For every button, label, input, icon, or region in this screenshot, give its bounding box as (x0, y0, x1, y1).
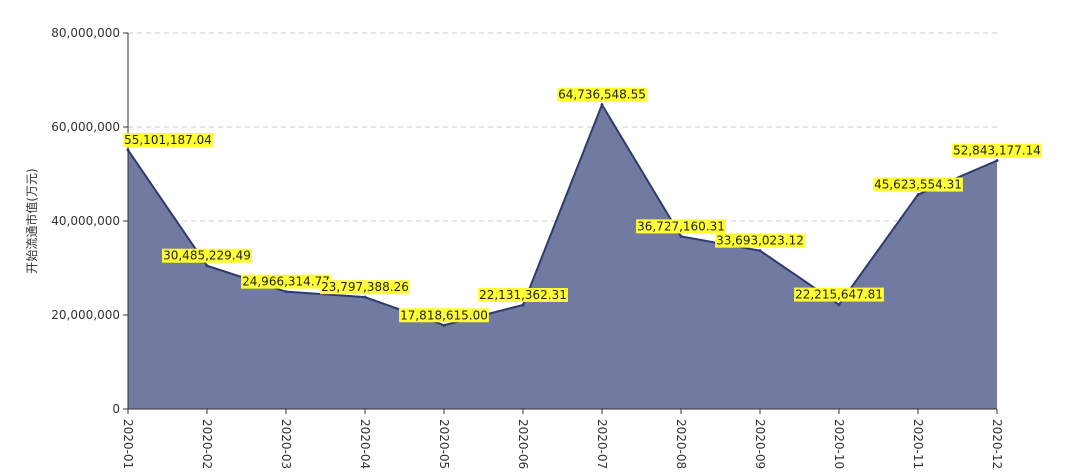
data-label-bg (162, 248, 252, 263)
data-label: 23,797,388.26 (320, 280, 410, 295)
data-label: 36,727,160.31 (636, 219, 726, 234)
x-tick-label: 2020-03 (279, 419, 293, 469)
x-tick-label: 2020-01 (121, 419, 135, 469)
x-tick-label: 2020-05 (437, 419, 451, 469)
data-label-bg (873, 177, 963, 192)
data-point (205, 264, 209, 268)
data-label: 55,101,187.04 (123, 133, 213, 148)
data-label-bg (123, 133, 213, 148)
data-label-bg (952, 143, 1042, 158)
data-point (284, 290, 288, 294)
x-tick-label: 2020-04 (358, 419, 372, 469)
data-point (442, 323, 446, 327)
data-label-text: 24,966,314.77 (242, 275, 330, 289)
data-label: 45,623,554.31 (873, 177, 963, 192)
data-label: 30,485,229.49 (162, 248, 252, 263)
y-tick-label: 40,000,000 (51, 214, 120, 228)
data-label-text: 23,797,388.26 (321, 280, 409, 294)
x-tick-label: 2020-06 (516, 419, 530, 469)
data-label-text: 22,215,647.81 (795, 288, 883, 302)
data-point (521, 303, 525, 307)
data-point (600, 103, 604, 107)
x-tick-label: 2020-11 (911, 419, 925, 469)
y-tick-label: 20,000,000 (51, 308, 120, 322)
data-label-bg (636, 219, 726, 234)
y-tick-label: 60,000,000 (51, 120, 120, 134)
area-series (126, 102, 999, 409)
x-tick-label: 2020-09 (753, 419, 767, 469)
data-label-text: 17,818,615.00 (400, 308, 488, 322)
data-label-bg (794, 287, 884, 302)
data-point (916, 193, 920, 197)
data-label-bg (557, 87, 647, 102)
data-label-text: 22,131,362.31 (479, 288, 567, 302)
data-label-text: 52,843,177.14 (953, 144, 1041, 158)
data-label-bg (241, 274, 331, 289)
data-labels: 55,101,187.0430,485,229.4924,966,314.772… (123, 87, 1042, 323)
data-label-text: 64,736,548.55 (558, 88, 646, 102)
x-tick-label: 2020-12 (990, 419, 1004, 469)
data-label-bg (715, 233, 805, 248)
data-label-text: 33,693,023.12 (716, 234, 804, 248)
axes: 0 20,000,000 40,000,000 60,000,000 80,000,00… (51, 26, 1004, 469)
data-point (679, 234, 683, 238)
data-label-bg (399, 308, 489, 323)
y-axis-title: 开始流通市值(万元) (24, 168, 39, 273)
data-point (758, 249, 762, 253)
data-label: 22,131,362.31 (478, 287, 568, 302)
data-point (363, 295, 367, 299)
data-label: 17,818,615.00 (399, 308, 489, 323)
data-point (995, 159, 999, 163)
data-label-text: 55,101,187.04 (124, 133, 212, 147)
y-tick-label: 80,000,000 (51, 26, 120, 40)
data-label: 33,693,023.12 (715, 233, 805, 248)
data-label: 64,736,548.55 (557, 87, 647, 102)
data-point (837, 303, 841, 307)
data-label-bg (320, 280, 410, 295)
x-tick-label: 2020-08 (674, 419, 688, 469)
data-label-text: 30,485,229.49 (163, 249, 251, 263)
data-label-bg (478, 287, 568, 302)
x-tick-label: 2020-10 (832, 419, 846, 469)
data-label-text: 45,623,554.31 (874, 178, 962, 192)
data-label-text: 36,727,160.31 (637, 219, 725, 233)
data-label: 52,843,177.14 (952, 143, 1042, 158)
x-tick-label: 2020-02 (200, 419, 214, 469)
y-tick-label: 0 (112, 402, 120, 416)
data-label: 22,215,647.81 (794, 287, 884, 302)
x-tick-label: 2020-07 (595, 419, 609, 469)
area-fill (128, 104, 997, 409)
data-label: 24,966,314.77 (241, 274, 331, 289)
